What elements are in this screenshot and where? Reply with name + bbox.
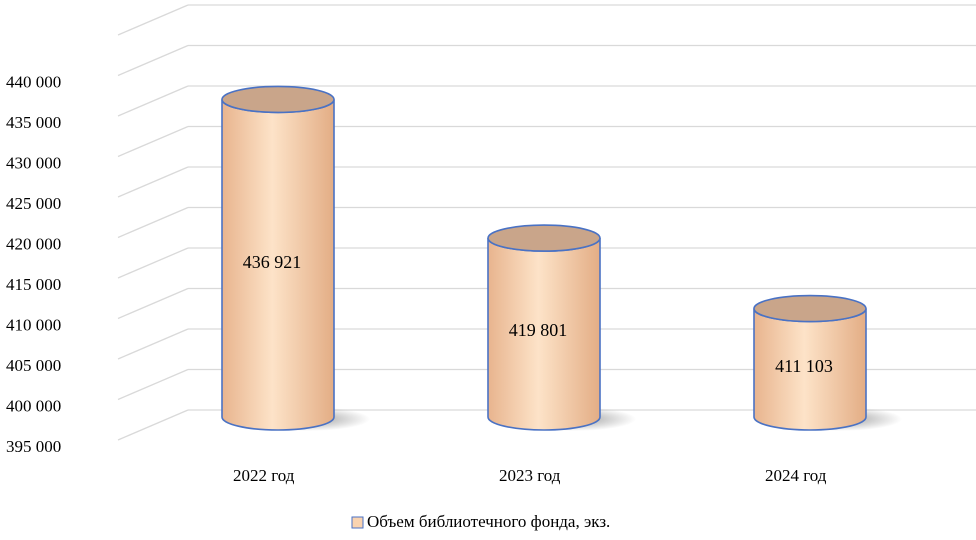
bar: 419 801: [487, 224, 636, 431]
data-label: 419 801: [509, 320, 568, 340]
side-gridline: [117, 247, 189, 279]
side-gridline: [117, 166, 189, 198]
side-gridline: [117, 44, 189, 77]
y-tick-label: 430 000: [6, 154, 61, 173]
y-axis: 395 000 400 000 405 000 410 000 415 000 420 0…: [6, 73, 61, 457]
bar: 436 921: [221, 85, 370, 431]
bar-top: [221, 85, 335, 114]
side-gridline: [117, 287, 189, 320]
y-tick-label: 435 000: [6, 113, 61, 132]
y-tick-label: 395 000: [6, 437, 61, 456]
legend-label: Объем библиотечного фонда, экз.: [367, 512, 610, 531]
y-tick-label: 420 000: [6, 235, 61, 254]
x-axis: 2022 год 2023 год 2024 год: [233, 466, 827, 485]
side-gridline: [117, 206, 189, 239]
legend-swatch: [351, 516, 364, 529]
bar-layer: 436 921 419 801 411 103: [221, 85, 902, 431]
y-tick-label: 405 000: [6, 356, 61, 375]
y-tick-label: 400 000: [6, 397, 61, 416]
side-gridline: [117, 328, 189, 360]
y-tick-label: 440 000: [6, 73, 61, 92]
bar-top: [753, 294, 867, 323]
side-gridline: [117, 125, 189, 158]
y-tick-label: 425 000: [6, 194, 61, 213]
y-tick-label: 415 000: [6, 275, 61, 294]
y-tick-label: 410 000: [6, 316, 61, 335]
side-gridline: [117, 368, 189, 401]
legend: Объем библиотечного фонда, экз.: [351, 512, 610, 531]
side-gridline: [117, 85, 189, 117]
data-label: 411 103: [775, 356, 833, 376]
side-gridline: [117, 409, 189, 441]
data-label: 436 921: [243, 252, 302, 272]
bar: 411 103: [753, 294, 902, 431]
x-tick-label: 2022 год: [233, 466, 295, 485]
side-gridline: [117, 4, 189, 36]
x-tick-label: 2024 год: [765, 466, 827, 485]
bar-top: [487, 224, 601, 252]
x-tick-label: 2023 год: [499, 466, 561, 485]
